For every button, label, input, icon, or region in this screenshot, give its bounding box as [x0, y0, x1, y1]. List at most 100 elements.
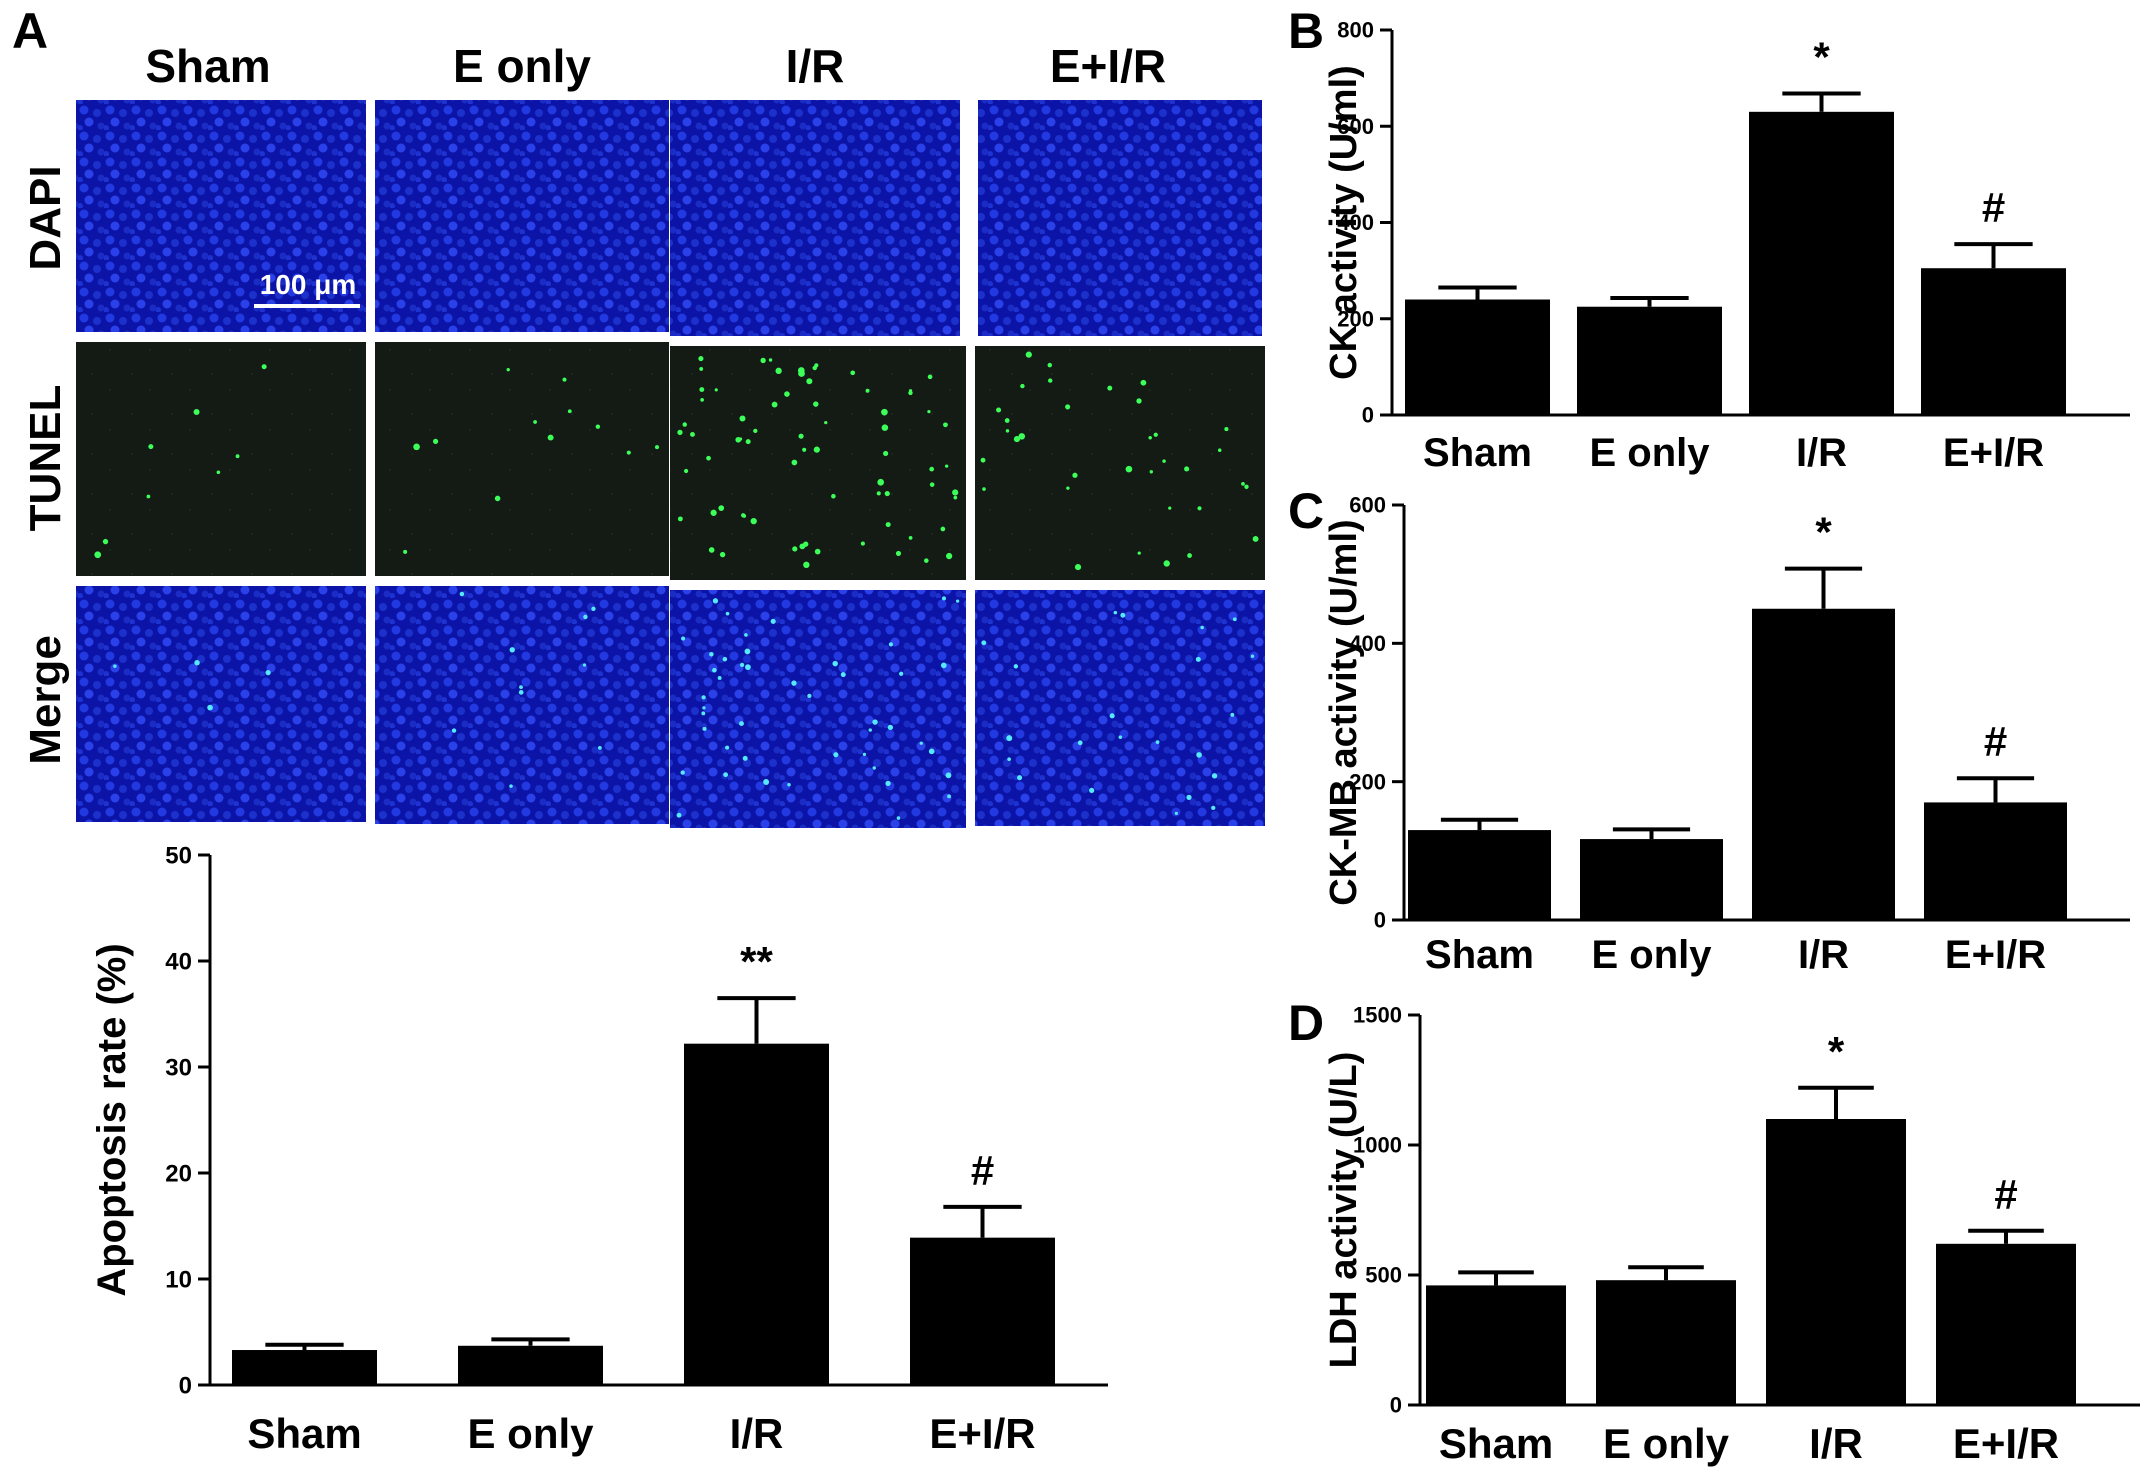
- merge-positive-dot: [702, 726, 707, 731]
- tunel-positive-dot: [745, 439, 751, 445]
- tunel-positive-dot: [881, 408, 888, 416]
- tunel-positive-dot: [876, 491, 881, 496]
- ldh-y-tick-label: 0: [1390, 1393, 1402, 1418]
- tunel-positive-dot: [710, 509, 717, 516]
- ckmb-significance-3: #: [1984, 718, 2007, 765]
- merge-positive-dot: [680, 770, 685, 775]
- tunel-positive-dot: [1241, 481, 1245, 486]
- ck-category-label-0: Sham: [1423, 431, 1532, 475]
- merge-positive-dot: [1118, 735, 1123, 739]
- tunel-positive-dot: [944, 464, 949, 468]
- apoptosis-bar-0: [232, 1350, 377, 1385]
- ckmb-y-tick-label: 0: [1374, 908, 1386, 933]
- tunel-positive-dot: [718, 505, 725, 511]
- apoptosis-category-label-2: I/R: [730, 1410, 784, 1457]
- ck-category-label-2: I/R: [1796, 431, 1847, 475]
- merge-positive-dot: [744, 648, 751, 655]
- tunel-positive-dot: [877, 478, 885, 486]
- tunel-positive-dot: [771, 401, 778, 408]
- merge-positive-dot: [702, 706, 706, 710]
- ck-category-label-1: E only: [1589, 431, 1710, 475]
- tunel-dots: [94, 351, 1259, 571]
- tunel-positive-dot: [595, 424, 601, 429]
- ck-y-axis-label: CK activity (U/ml): [1323, 65, 1365, 380]
- apoptosis-y-tick-label: 20: [165, 1160, 192, 1187]
- merge-positive-dot: [1077, 740, 1083, 746]
- ckmb-category-label-2: I/R: [1798, 933, 1849, 977]
- tunel-positive-dot: [1013, 435, 1021, 443]
- ck-bar-0: [1405, 299, 1550, 415]
- tunel-positive-dot: [146, 494, 151, 499]
- tunel-positive-dot: [102, 538, 109, 545]
- tunel-positive-dot: [929, 482, 935, 487]
- merge-positive-dot: [1007, 757, 1011, 762]
- merge-positive-dot: [833, 752, 839, 758]
- apoptosis-chart: 0 10 20 30 40 50 Apoptosis rate (%) Sham E only *…: [90, 842, 1108, 1457]
- merge-positive-dot: [899, 671, 904, 676]
- merge-positive-dot: [807, 693, 812, 698]
- merge-positive-dot: [509, 784, 513, 788]
- tunel-positive-dot: [982, 487, 986, 491]
- tunel-positive-dot: [193, 409, 200, 416]
- tunel-positive-dot: [1162, 459, 1166, 463]
- merge-positive-dot: [1232, 617, 1237, 622]
- merge-positive-dot: [791, 680, 797, 686]
- ldh-bar-1: [1596, 1280, 1736, 1405]
- tunel-positive-dot: [1066, 486, 1070, 490]
- tunel-positive-dot: [506, 367, 510, 372]
- dapi-tile-e-only: [375, 100, 669, 332]
- merge-positive-dot: [451, 728, 457, 733]
- ckmb-bar-0: [1408, 830, 1551, 920]
- tunel-positive-dot: [802, 447, 807, 452]
- tunel-positive-dot: [1025, 351, 1032, 358]
- tunel-positive-dot: [1153, 432, 1158, 437]
- merge-positive-dot: [888, 642, 893, 647]
- tunel-positive-dot: [850, 370, 856, 376]
- ldh-category-label-3: E+I/R: [1953, 1420, 2059, 1467]
- merge-positive-dot: [1109, 713, 1115, 719]
- merge-tile-e-only: [375, 586, 669, 824]
- ck-category-label-3: E+I/R: [1943, 431, 2044, 475]
- tunel-positive-dot: [699, 366, 704, 371]
- tunel-positive-dot: [799, 543, 806, 550]
- tunel-positive-dot: [654, 445, 660, 450]
- tunel-positive-dot: [940, 526, 946, 532]
- merge-positive-dot: [1006, 735, 1013, 742]
- tunel-positive-dot: [94, 551, 102, 559]
- tunel-positive-dot: [996, 407, 1002, 413]
- tunel-positive-dot: [980, 457, 986, 463]
- merge-positive-dot: [1230, 712, 1235, 717]
- merge-positive-dot: [1250, 654, 1255, 658]
- tunel-positive-dot: [1244, 484, 1249, 490]
- merge-positive-dot: [1120, 612, 1126, 618]
- tunel-positive-dot: [881, 424, 889, 431]
- merge-positive-dot: [701, 711, 706, 716]
- tunel-positive-dot: [813, 446, 820, 453]
- merge-positive-dot: [207, 704, 213, 711]
- micrograph-column-e-only: E only: [453, 40, 591, 92]
- micrograph-row-merge: Merge: [21, 635, 70, 765]
- merge-positive-dot: [1200, 625, 1204, 630]
- tunel-positive-dot: [432, 438, 439, 444]
- ck-bar-3: [1921, 268, 2066, 415]
- apoptosis-bar-3: [910, 1237, 1055, 1385]
- micrograph-row-dapi: DAPI: [21, 165, 70, 270]
- merge-positive-dot: [113, 664, 117, 668]
- tunel-positive-dot: [699, 387, 705, 393]
- merge-positive-dot: [945, 772, 952, 779]
- tunel-positive-dot: [1224, 427, 1229, 432]
- dapi-tile-sham: [76, 100, 366, 332]
- ldh-y-tick-label: 1000: [1353, 1133, 1402, 1158]
- merge-positive-dot: [459, 591, 465, 597]
- tunel-positive-dot: [1148, 436, 1152, 440]
- tunel-positive-dot: [714, 388, 718, 392]
- tunel-positive-dot: [792, 546, 798, 552]
- merge-positive-dot: [868, 728, 872, 732]
- apoptosis-category-label-3: E+I/R: [929, 1410, 1035, 1457]
- merge-positive-dot: [1186, 794, 1192, 800]
- ldh-category-label-0: Sham: [1439, 1420, 1553, 1467]
- apoptosis-bar-1: [458, 1345, 603, 1385]
- tunel-positive-dot: [895, 550, 902, 557]
- tunel-positive-dot: [924, 558, 929, 563]
